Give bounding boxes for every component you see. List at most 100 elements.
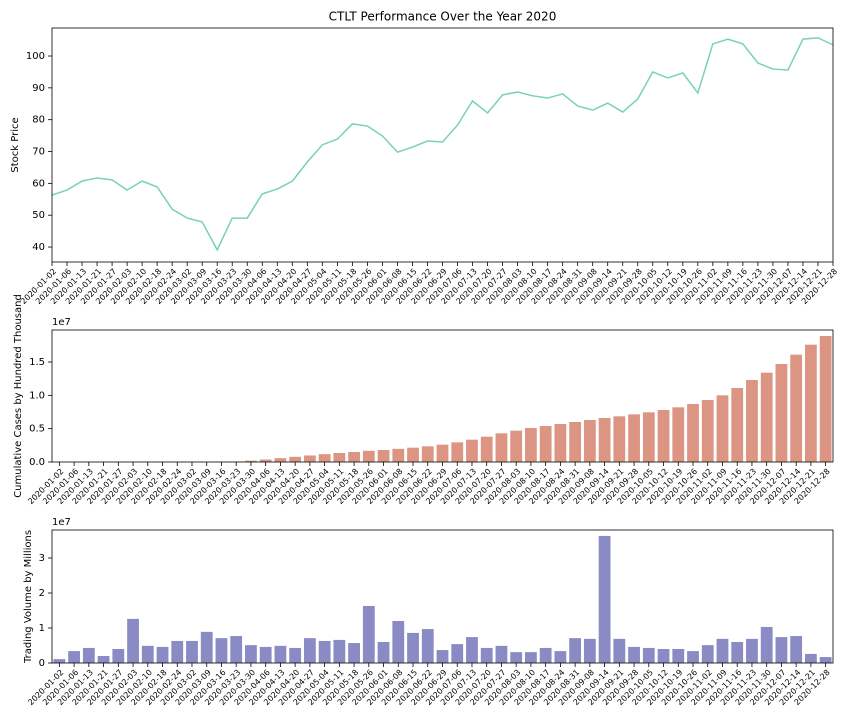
bar	[657, 410, 670, 462]
bar	[362, 605, 375, 663]
bar	[687, 651, 699, 663]
bar	[790, 636, 803, 663]
bar	[819, 657, 832, 663]
bar	[112, 649, 125, 663]
bar	[672, 649, 685, 663]
bar	[451, 442, 464, 462]
y-tick-label: 1.5	[29, 357, 45, 368]
y-tick-label: 1	[39, 623, 45, 634]
bar	[68, 651, 80, 663]
bar	[303, 455, 316, 462]
bar	[480, 436, 493, 462]
bar	[377, 450, 390, 462]
bar	[672, 407, 685, 462]
y-tick-label: 0.5	[29, 424, 45, 435]
y-offset-label: 1e7	[52, 317, 71, 328]
bar	[775, 364, 788, 462]
bar	[141, 645, 154, 663]
bar	[554, 424, 567, 462]
bar	[362, 450, 375, 462]
bar	[245, 460, 257, 462]
bar	[701, 400, 714, 462]
bar	[760, 372, 773, 462]
bar	[642, 647, 655, 663]
y-tick-label: 2	[39, 588, 45, 599]
bar	[274, 458, 287, 462]
y-tick-label: 60	[32, 178, 45, 189]
bar	[657, 649, 670, 663]
bar	[392, 621, 405, 663]
bar	[598, 418, 611, 462]
y-tick-label: 80	[32, 115, 45, 126]
bar	[525, 652, 537, 663]
bar	[215, 638, 228, 663]
bar	[775, 637, 788, 663]
y-axis-label: Trading Volume by Millions	[23, 530, 34, 664]
y-offset-label: 1e7	[52, 517, 71, 528]
bar	[746, 380, 758, 462]
bar	[451, 644, 464, 663]
bar	[259, 459, 272, 462]
bar	[407, 447, 419, 462]
chart-title: CTLT Performance Over the Year 2020	[329, 10, 557, 24]
bar	[569, 638, 582, 663]
bar	[274, 645, 287, 663]
bar	[716, 395, 729, 462]
y-axis-label: Stock Price	[10, 117, 21, 172]
y-tick-label: 100	[26, 51, 45, 62]
bar	[642, 412, 655, 462]
bar	[230, 636, 243, 663]
bar	[466, 637, 478, 663]
price-line	[51, 37, 834, 252]
bar	[377, 642, 390, 663]
bar	[82, 647, 95, 663]
bar	[701, 645, 714, 663]
y-tick-label: 50	[32, 210, 45, 221]
bar	[392, 448, 405, 462]
y-tick-label: 90	[32, 83, 45, 94]
bar	[554, 651, 567, 663]
bar	[333, 453, 346, 462]
bar	[186, 640, 198, 663]
bar	[613, 416, 626, 462]
bar	[333, 639, 346, 663]
bar	[569, 422, 582, 462]
bar	[318, 640, 331, 663]
bar	[495, 645, 508, 663]
plot-frame	[51, 529, 834, 664]
bar	[421, 629, 434, 663]
bar	[746, 638, 758, 663]
y-tick-label: 3	[39, 553, 45, 564]
bar	[348, 452, 360, 462]
bar	[171, 640, 184, 663]
bar	[436, 444, 449, 462]
plot-frame	[51, 27, 834, 263]
bar	[289, 647, 302, 663]
plot-frame	[51, 329, 834, 463]
bar	[200, 631, 213, 663]
bar	[731, 642, 744, 663]
y-tick-label: 0.0	[29, 457, 45, 468]
bar	[539, 426, 552, 462]
bar	[127, 618, 139, 663]
bar	[598, 535, 611, 663]
bar	[525, 428, 537, 462]
bar	[510, 430, 523, 462]
bar	[583, 420, 596, 462]
y-tick-label: 1.0	[29, 390, 45, 401]
bar	[407, 632, 419, 663]
bar	[805, 653, 817, 663]
bar	[436, 650, 449, 663]
bar	[480, 647, 493, 663]
y-tick-label: 70	[32, 147, 45, 158]
bar	[53, 659, 66, 663]
bar	[805, 344, 817, 462]
bar	[259, 646, 272, 663]
bar	[495, 433, 508, 462]
y-tick-label: 40	[32, 242, 45, 253]
bar	[348, 643, 360, 663]
bar	[628, 646, 640, 663]
bar	[510, 652, 523, 663]
bar	[583, 638, 596, 663]
